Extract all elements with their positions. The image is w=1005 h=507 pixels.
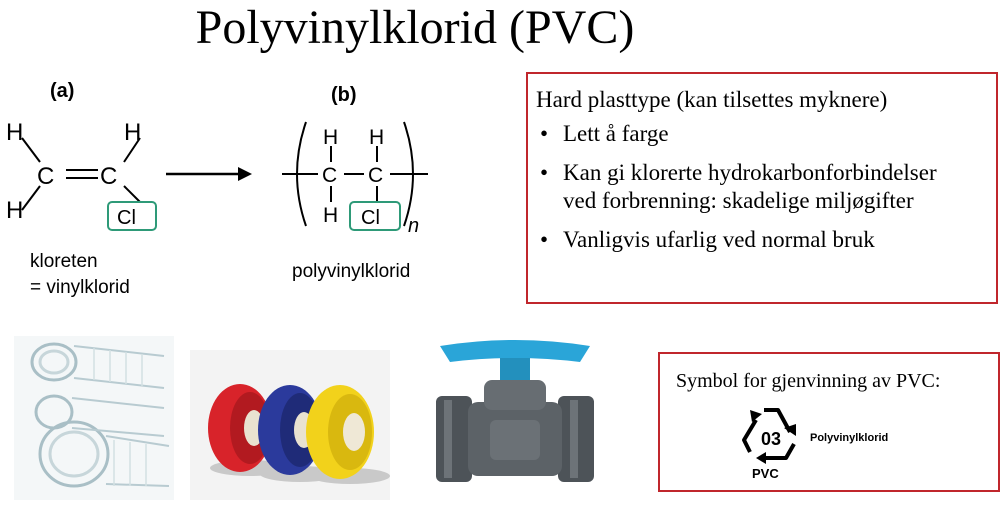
recycling-code: 03 [761,429,781,449]
atom-c-1: C [37,163,54,190]
hose-photo-icon [14,336,174,500]
list-item: Kan gi klorerte hydrokarbonforbindelser … [536,159,988,215]
atom-c-3: C [322,164,337,187]
label-a: (a) [50,80,75,102]
subscript-n: n [408,215,419,237]
recycling-material-name: Polyvinylklorid [810,432,889,444]
properties-list: Lett å farge Kan gi klorerte hydrokarbon… [536,120,988,254]
caption-a-line2: = vinylklorid [30,277,130,298]
properties-box: Hard plasttype (kan tilsettes myknere) L… [526,72,998,304]
list-item: Vanligvis ufarlig ved normal bruk [536,226,988,254]
recycling-abbreviation: PVC [752,466,779,481]
atom-c-4: C [368,164,383,187]
list-item: Lett å farge [536,120,988,148]
caption-b: polyvinylklorid [292,261,411,282]
reaction-arrow [166,167,252,181]
atom-c-2: C [100,163,117,190]
recycling-icon: 03 [742,408,796,464]
properties-heading: Hard plasttype (kan tilsettes myknere) [536,87,888,112]
atom-h-6: H [323,204,338,227]
recycling-box: Symbol for gjenvinning av PVC: 03 Polyvi… [658,352,1000,492]
label-b: (b) [331,84,357,106]
page-title: Polyvinylklorid (PVC) [195,1,635,54]
reaction-diagram: H H C C H Cl H H C C H Cl n [6,119,428,237]
atom-h-4: H [323,126,338,149]
atom-h-2: H [6,197,23,224]
caption-a-line1: kloreten [30,251,98,272]
pvc-structure [282,121,428,231]
atom-cl-2: Cl [361,207,380,229]
vinyl-chloride-structure [21,137,157,231]
atom-h-3: H [124,119,141,146]
valve-photo-icon [430,340,600,502]
atom-h-1: H [6,119,23,146]
recycling-caption: Symbol for gjenvinning av PVC: [676,370,941,392]
tape-photo-icon [190,350,390,500]
atom-cl-1: Cl [117,207,136,229]
atom-h-5: H [369,126,384,149]
